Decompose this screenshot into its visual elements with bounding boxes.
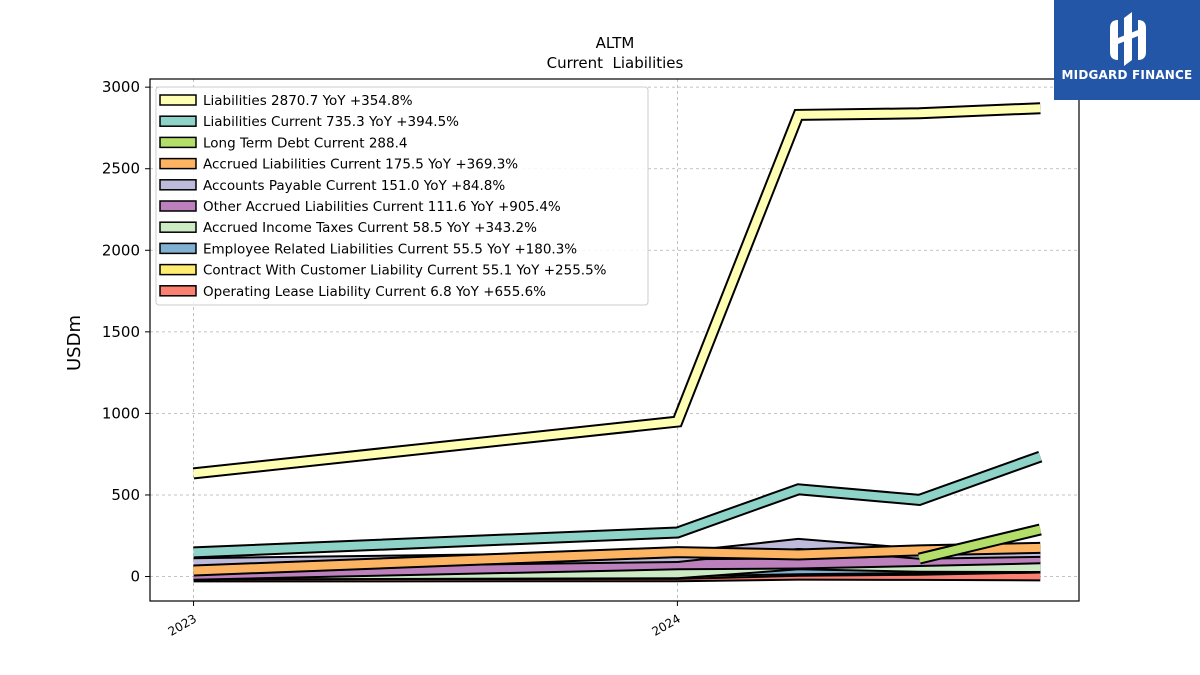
legend-swatch — [159, 221, 197, 233]
series-line — [193, 450, 1043, 559]
y-tick-label: 500 — [111, 486, 140, 504]
legend-swatch — [159, 242, 197, 255]
y-tick-label: 1500 — [102, 323, 140, 341]
plot-frame — [149, 78, 1080, 602]
series-line — [192, 102, 1041, 480]
legend-swatch — [159, 285, 197, 297]
series-stroke — [193, 452, 1042, 557]
y-tick-label: 2000 — [102, 241, 140, 259]
legend-label: Liabilities Current 735.3 YoY +394.5% — [203, 114, 459, 130]
series-stroke — [193, 554, 1041, 579]
series-stroke — [918, 525, 1042, 563]
y-axis-label: USDm — [64, 315, 85, 371]
chart-subtitle: Current Liabilities — [547, 54, 684, 72]
series-line — [193, 552, 1041, 581]
x-tick-label: 2024 — [649, 611, 682, 638]
legend-swatch — [159, 115, 197, 127]
legend-swatch — [159, 94, 197, 106]
legend: Liabilities 2870.7 YoY +354.8% Liabilitie… — [155, 86, 649, 306]
legend-label: Accounts Payable Current 151.0 YoY +84.8… — [203, 178, 505, 194]
legend-swatch — [159, 136, 197, 149]
brand-logo: MIDGARD FINANCE — [1054, 0, 1200, 100]
legend-label: Other Accrued Liabilities Current 111.6 … — [203, 199, 561, 215]
x-tick-label: 2023 — [166, 611, 199, 638]
brand-name: MIDGARD FINANCE — [1061, 68, 1193, 82]
legend-swatch — [159, 157, 197, 170]
y-tick-label: 0 — [130, 568, 140, 586]
legend-label: Employee Related Liabilities Current 55.… — [203, 241, 577, 257]
chart-title: ALTM — [596, 34, 635, 52]
y-tick-label: 3000 — [102, 78, 140, 96]
series-layer — [192, 102, 1043, 583]
legend-label: Accrued Liabilities Current 175.5 YoY +3… — [203, 157, 518, 173]
brand-mark-icon — [1110, 12, 1146, 66]
legend-label: Accrued Income Taxes Current 58.5 YoY +3… — [203, 220, 537, 236]
legend-swatch — [159, 263, 197, 276]
legend-label: Liabilities 2870.7 YoY +354.8% — [203, 93, 413, 109]
legend-swatch — [159, 179, 197, 191]
legend-box — [155, 86, 649, 306]
legend-label: Operating Lease Liability Current 6.8 Yo… — [203, 284, 546, 300]
legend-label: Contract With Customer Liability Current… — [203, 263, 607, 279]
legend-swatch — [159, 200, 197, 212]
y-tick-label: 2500 — [102, 160, 140, 178]
y-tick-label: 1000 — [102, 404, 140, 422]
legend-label: Long Term Debt Current 288.4 — [203, 135, 407, 151]
series-stroke — [193, 104, 1041, 478]
series-line — [917, 523, 1042, 565]
